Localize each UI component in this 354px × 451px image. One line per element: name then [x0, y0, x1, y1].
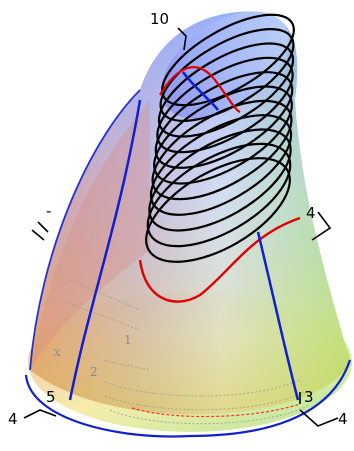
contour-ellipse — [146, 142, 292, 248]
axis-label-bottom-left: 4 — [8, 410, 18, 428]
axis-label-left-mid: - — [46, 202, 51, 220]
surface-inner-wall — [30, 100, 150, 370]
axes — [23, 27, 339, 427]
contour-ellipse — [154, 71, 294, 169]
red-curve-top — [159, 66, 241, 114]
axis-label-left-low: 5 — [46, 388, 56, 406]
axis-label-right-top: 4 — [306, 204, 316, 222]
contour-ellipse — [159, 28, 295, 122]
faint-label-1: 1 — [124, 333, 132, 347]
contour-lines — [145, 13, 295, 263]
faint-label-x: x — [54, 345, 61, 359]
red-curve-main — [138, 216, 301, 303]
blue-curves — [24, 71, 352, 438]
contour-ellipse — [161, 13, 295, 107]
contour-ellipse — [151, 99, 293, 201]
faint-label-2: 2 — [90, 365, 98, 379]
contour-ellipse — [145, 157, 291, 263]
faint-contours — [59, 279, 311, 425]
axis-label-right-low: 3 — [304, 388, 314, 406]
contour-ellipse — [153, 85, 293, 185]
axis-label-z-top: 10 — [150, 10, 169, 28]
red-curve-base — [131, 403, 301, 418]
contour-ellipse — [149, 114, 293, 216]
axis-label-bottom-right: 4 — [338, 410, 348, 428]
